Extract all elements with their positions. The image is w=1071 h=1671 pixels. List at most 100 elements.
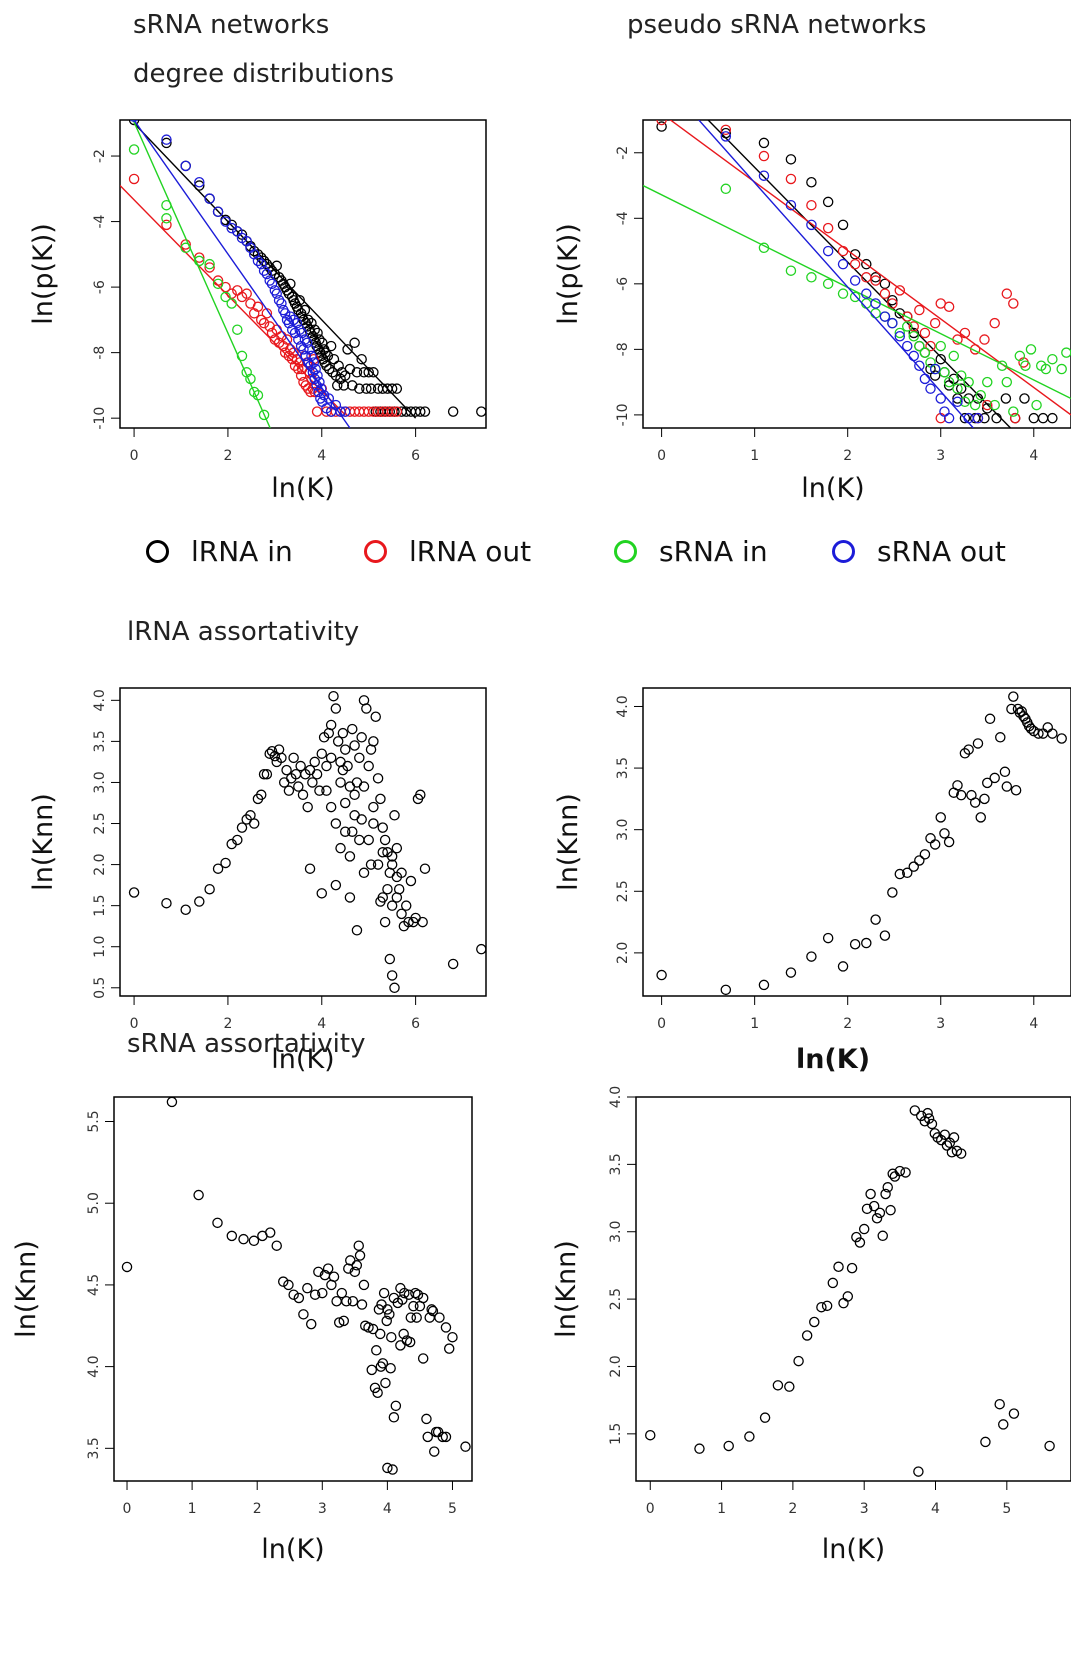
data-point bbox=[309, 1289, 321, 1300]
data-point bbox=[645, 1429, 656, 1441]
data-point bbox=[161, 219, 172, 231]
plot-frame bbox=[113, 1096, 473, 1482]
data-point bbox=[351, 925, 363, 936]
data-point bbox=[476, 943, 486, 955]
data-point bbox=[440, 1322, 452, 1333]
data-point bbox=[358, 781, 370, 792]
x-tick-label: 2 bbox=[253, 1501, 262, 1517]
x-tick-label: 2 bbox=[223, 1016, 232, 1032]
data-point bbox=[405, 1312, 417, 1323]
data-point bbox=[180, 904, 191, 916]
fit-line bbox=[133, 120, 351, 428]
data-point bbox=[121, 1261, 133, 1273]
data-point bbox=[963, 376, 974, 388]
data-point bbox=[291, 317, 303, 329]
data-point bbox=[366, 1364, 378, 1376]
data-point bbox=[948, 350, 960, 362]
data-point bbox=[806, 219, 817, 231]
x-tick-label: 0 bbox=[130, 1016, 139, 1032]
data-point bbox=[720, 131, 732, 142]
data-point bbox=[1033, 728, 1044, 739]
data-point bbox=[925, 340, 936, 352]
data-layer bbox=[645, 1105, 1055, 1477]
data-point bbox=[822, 196, 834, 208]
y-tick-label: -8 bbox=[615, 342, 631, 356]
data-point bbox=[351, 777, 363, 788]
y-tick-label: 3.5 bbox=[86, 1437, 102, 1459]
data-point bbox=[877, 1230, 888, 1242]
data-point bbox=[415, 789, 426, 801]
data-point bbox=[720, 984, 732, 996]
data-point bbox=[271, 288, 282, 299]
data-point bbox=[959, 396, 971, 408]
data-point bbox=[447, 1331, 458, 1343]
data-point bbox=[180, 239, 191, 250]
data-point bbox=[476, 406, 486, 417]
data-point bbox=[398, 1328, 409, 1340]
data-point bbox=[212, 863, 224, 874]
x-tick-label: 3 bbox=[860, 1501, 869, 1517]
y-axis-label: ln(p(K)) bbox=[28, 223, 59, 325]
legend-label: lRNA out bbox=[409, 535, 532, 568]
data-point bbox=[297, 789, 309, 801]
data-point bbox=[1044, 1440, 1055, 1452]
data-point bbox=[389, 982, 400, 994]
x-axis-label: ln(K) bbox=[796, 1044, 870, 1075]
data-point bbox=[378, 1287, 390, 1299]
y-tick-label: 2.5 bbox=[615, 880, 631, 902]
data-point bbox=[395, 1340, 406, 1351]
data-point bbox=[258, 409, 270, 421]
legend-item: sRNA in bbox=[614, 535, 768, 568]
data-point bbox=[339, 406, 351, 417]
data-point bbox=[368, 801, 379, 813]
data-point bbox=[989, 317, 1000, 329]
data-point bbox=[996, 360, 1008, 371]
data-point bbox=[785, 265, 797, 276]
data-point bbox=[785, 199, 797, 211]
x-tick-label: 3 bbox=[318, 1501, 327, 1517]
data-point bbox=[952, 780, 963, 791]
data-point bbox=[396, 867, 407, 879]
data-point bbox=[935, 353, 946, 365]
data-point bbox=[861, 258, 872, 270]
data-point bbox=[368, 736, 379, 747]
data-point bbox=[833, 1261, 844, 1273]
y-tick-label: 4.0 bbox=[92, 689, 108, 711]
data-point bbox=[339, 744, 351, 755]
data-point bbox=[1001, 288, 1013, 299]
data-point bbox=[972, 412, 984, 424]
data-point bbox=[887, 294, 898, 306]
data-point bbox=[309, 756, 320, 768]
data-point bbox=[365, 859, 377, 870]
data-point bbox=[1009, 412, 1021, 424]
legend-item: sRNA out bbox=[832, 535, 1006, 568]
data-point bbox=[432, 1426, 444, 1438]
data-point bbox=[258, 768, 270, 780]
data-point bbox=[363, 834, 374, 846]
data-point bbox=[408, 1300, 419, 1312]
y-tick-label: 2.0 bbox=[615, 942, 631, 964]
data-point bbox=[982, 399, 993, 411]
data-point bbox=[952, 396, 963, 408]
data-point bbox=[894, 285, 906, 296]
data-point bbox=[161, 134, 172, 145]
data-point bbox=[258, 265, 270, 276]
data-point bbox=[842, 1291, 854, 1302]
data-point bbox=[384, 1309, 395, 1320]
y-tick-label: -10 bbox=[615, 403, 631, 426]
data-point bbox=[914, 855, 925, 866]
x-tick-label: 1 bbox=[717, 1501, 726, 1517]
data-point bbox=[785, 154, 797, 165]
data-point bbox=[837, 219, 849, 231]
data-point bbox=[1001, 376, 1013, 388]
data-point bbox=[929, 363, 941, 375]
plot-frame bbox=[119, 687, 487, 997]
data-point bbox=[443, 1343, 455, 1354]
y-tick-label: 3.5 bbox=[615, 757, 631, 779]
data-point bbox=[276, 298, 287, 309]
data-point bbox=[311, 406, 323, 417]
data-point bbox=[793, 1355, 804, 1367]
data-point bbox=[925, 833, 936, 844]
data-point bbox=[801, 1330, 813, 1341]
data-point bbox=[382, 1304, 393, 1315]
